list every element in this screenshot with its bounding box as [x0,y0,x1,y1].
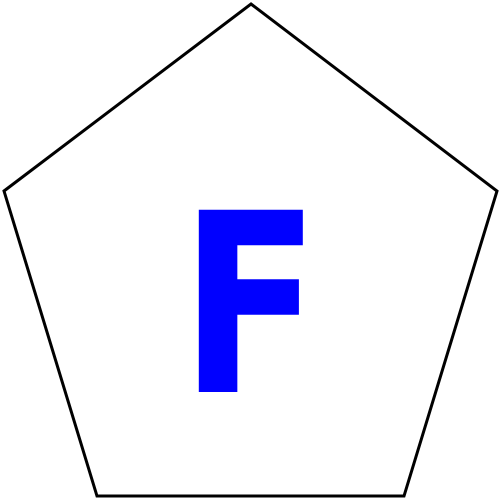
pentagon-letter-label: F [180,160,320,451]
